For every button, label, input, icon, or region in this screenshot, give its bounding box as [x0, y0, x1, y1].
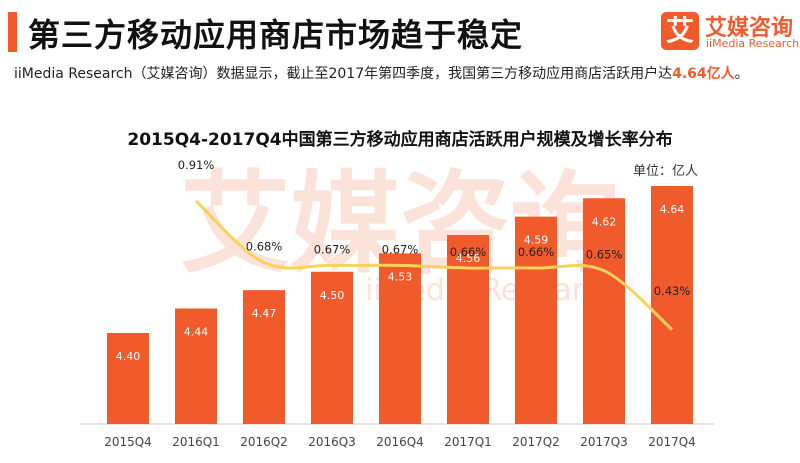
- bar-2017Q4: [651, 186, 693, 424]
- bar-2016Q1: [175, 308, 217, 424]
- brand-logo: 艾 艾媒咨询 iiMedia Research: [661, 10, 799, 56]
- bar-value-label: 4.62: [592, 215, 617, 228]
- growth-rate-label: 0.67%: [314, 242, 351, 256]
- bar-value-label: 4.59: [524, 234, 549, 247]
- x-tick-label: 2017Q1: [444, 435, 492, 449]
- growth-rate-label: 0.67%: [382, 242, 419, 256]
- x-tick-label: 2016Q3: [308, 435, 356, 449]
- bar-2016Q4: [379, 253, 421, 424]
- growth-rate-label: 0.91%: [178, 158, 215, 172]
- unit-label: 单位：亿人: [632, 164, 698, 179]
- bar-value-label: 4.40: [116, 350, 141, 363]
- logo-name-cn: 艾媒咨询: [705, 16, 794, 41]
- logo-mark-icon: 艾: [661, 12, 699, 50]
- bar-value-label: 4.56: [456, 252, 481, 265]
- growth-rate-label: 0.66%: [450, 245, 487, 259]
- bar-value-label: 4.53: [388, 270, 413, 283]
- x-tick-label: 2017Q4: [648, 435, 696, 449]
- bar-2017Q3: [583, 198, 625, 424]
- bar-2016Q2: [243, 290, 285, 424]
- x-tick-label: 2016Q4: [376, 435, 424, 449]
- title-accent-bar: [8, 12, 17, 52]
- x-tick-label: 2016Q1: [172, 435, 220, 449]
- bar-2017Q2: [515, 216, 557, 424]
- x-tick-label: 2015Q4: [104, 435, 152, 449]
- summary-text: iiMedia Research（艾媒咨询）数据显示，截止至2017年第四季度，…: [14, 63, 749, 83]
- bar-value-label: 4.44: [184, 326, 209, 339]
- growth-rate-label: 0.68%: [246, 240, 283, 254]
- bar-value-label: 4.64: [660, 203, 685, 216]
- x-tick-label: 2016Q2: [240, 435, 288, 449]
- bar-value-label: 4.50: [320, 289, 345, 302]
- bar-2015Q4: [107, 333, 149, 424]
- growth-rate-label: 0.66%: [518, 245, 555, 259]
- growth-rate-label: 0.65%: [586, 248, 623, 262]
- x-tick-label: 2017Q2: [512, 435, 560, 449]
- chart-title: 2015Q4-2017Q4中国第三方移动应用商店活跃用户规模及增长率分布: [127, 130, 673, 150]
- x-tick-label: 2017Q3: [580, 435, 628, 449]
- growth-rate-label: 0.43%: [654, 284, 691, 298]
- page-title: 第三方移动应用商店市场趋于稳定: [28, 16, 524, 54]
- logo-name-en: iiMedia Research: [706, 37, 800, 50]
- bar-2016Q3: [311, 271, 353, 424]
- summary-prefix: iiMedia Research（艾媒咨询）数据显示，截止至2017年第四季度，…: [14, 66, 673, 82]
- summary-highlight: 4.64亿人: [672, 66, 735, 82]
- summary-suffix: 。: [734, 66, 749, 82]
- growth-rate-line: [194, 199, 673, 331]
- bar-value-label: 4.47: [252, 307, 277, 320]
